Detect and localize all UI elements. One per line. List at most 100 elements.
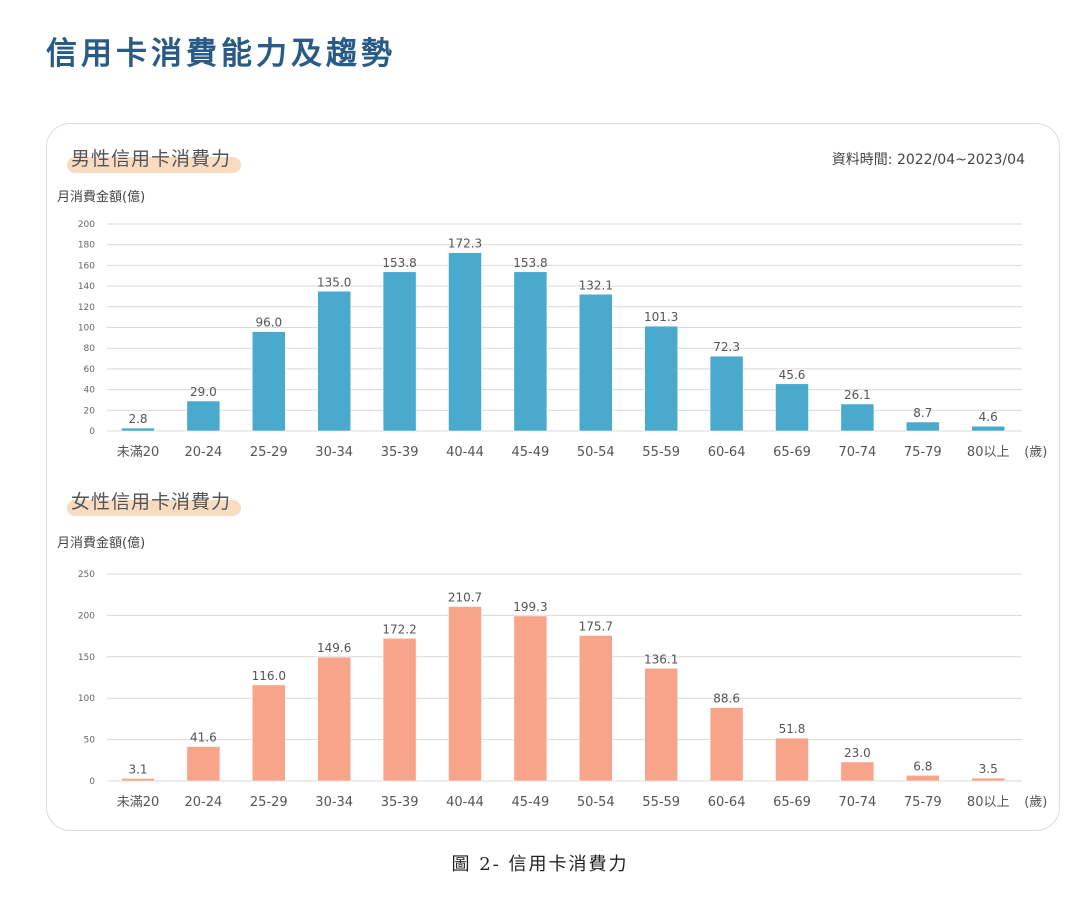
female-x-tick-label: 70-74 [839, 795, 877, 810]
male-bar-value-label: 72.3 [713, 340, 740, 354]
female-bar-value-label: 210.7 [448, 591, 482, 605]
female-bar-value-label: 199.3 [513, 600, 547, 614]
male-y-tick-label: 180 [78, 241, 95, 251]
female-bar [448, 606, 482, 782]
female-x-tick-label: 25-29 [250, 795, 288, 810]
female-y-axis-label: 月消費金額(億) [57, 536, 146, 551]
female-bar-chart: 0 50 100 150 200 250 3.1 未滿20 41.6 20-24 116.0 25-2… [78, 570, 1048, 810]
female-bar-value-label: 88.6 [713, 692, 740, 706]
male-x-unit-label: (歲) [1024, 445, 1047, 460]
female-bar [644, 668, 678, 782]
male-bar [317, 291, 351, 432]
male-x-tick-label: 45-49 [512, 445, 550, 460]
figure-caption: 圖 2- 信用卡消費力 [451, 854, 629, 875]
female-bar-value-label: 41.6 [190, 731, 217, 745]
male-bar [513, 271, 548, 432]
female-x-tick-label: 30-34 [315, 795, 353, 810]
male-bar-chart: 0 20 40 60 80 100 120 140 160 180 200 2.8 未滿20 29.0 20… [78, 220, 1048, 460]
male-bar [121, 427, 155, 432]
male-chart-title: 男性信用卡消費力 [67, 144, 242, 173]
female-bar-value-label: 172.2 [382, 622, 416, 636]
female-bar-value-label: 136.1 [644, 652, 678, 666]
male-bar-value-label: 132.1 [579, 278, 613, 292]
male-bar [382, 271, 417, 432]
male-bar-value-label: 2.8 [128, 412, 147, 426]
female-y-tick-label: 100 [78, 694, 95, 704]
male-y-tick-label: 100 [78, 324, 95, 334]
female-bar [513, 615, 548, 782]
male-bar [840, 403, 875, 432]
male-x-tick-label: 40-44 [446, 445, 484, 460]
female-y-tick-label: 250 [78, 570, 95, 580]
female-bar [775, 737, 809, 782]
female-bar-value-label: 51.8 [779, 722, 806, 736]
male-bar-value-label: 26.1 [844, 388, 871, 402]
male-bar [252, 331, 286, 432]
male-bar [971, 425, 1005, 432]
male-bar-value-label: 153.8 [513, 256, 547, 270]
female-chart-title: 女性信用卡消費力 [67, 487, 242, 516]
male-bar [644, 325, 678, 432]
female-bar [840, 761, 875, 782]
male-y-tick-label: 140 [78, 282, 95, 292]
date-range: 資料時間: 2022/04~2023/04 [831, 152, 1025, 168]
male-bar [448, 252, 482, 432]
female-x-tick-label: 35-39 [381, 795, 419, 810]
female-x-tick-label: 65-69 [773, 795, 811, 810]
female-bar-value-label: 3.5 [979, 762, 998, 776]
male-bar-value-label: 135.0 [317, 275, 351, 289]
male-y-tick-label: 200 [78, 220, 95, 230]
female-x-tick-label: 60-64 [708, 795, 746, 810]
male-y-tick-label: 20 [84, 406, 96, 416]
female-x-unit-label: (歲) [1024, 795, 1047, 810]
male-x-tick-label: 55-59 [642, 445, 680, 460]
female-bar [579, 635, 613, 782]
female-bar [971, 777, 1005, 782]
female-bar [121, 778, 155, 782]
male-y-tick-label: 120 [78, 303, 95, 313]
female-bar-value-label: 3.1 [128, 762, 147, 776]
female-bar-value-label: 23.0 [844, 746, 871, 760]
male-bar-value-label: 101.3 [644, 310, 678, 324]
female-bar [186, 746, 221, 782]
female-x-tick-label: 80以上 [967, 795, 1010, 810]
male-x-tick-label: 75-79 [904, 445, 942, 460]
female-x-tick-label: 20-24 [185, 795, 223, 810]
female-bar [382, 638, 417, 782]
male-x-tick-label: 50-54 [577, 445, 615, 460]
page-title: 信用卡消費能力及趨勢 [46, 36, 396, 72]
male-x-tick-label: 25-29 [250, 445, 288, 460]
male-y-tick-label: 40 [84, 386, 96, 396]
male-bar-value-label: 4.6 [979, 410, 998, 424]
female-x-tick-label: 55-59 [642, 795, 680, 810]
male-y-tick-label: 160 [78, 261, 95, 271]
male-x-tick-label: 30-34 [315, 445, 353, 460]
male-bar [906, 421, 940, 432]
female-bar-value-label: 116.0 [252, 669, 286, 683]
male-x-tick-label: 35-39 [381, 445, 419, 460]
male-x-tick-label: 未滿20 [117, 444, 160, 460]
male-bar-value-label: 172.3 [448, 237, 482, 251]
male-y-tick-label: 80 [84, 344, 96, 354]
female-y-tick-label: 150 [78, 653, 95, 663]
male-x-tick-label: 20-24 [185, 445, 223, 460]
female-bar [906, 775, 940, 782]
female-bar [252, 684, 286, 782]
female-bar-value-label: 149.6 [317, 641, 351, 655]
male-x-tick-label: 70-74 [839, 445, 877, 460]
male-bar-value-label: 96.0 [255, 316, 282, 330]
female-x-tick-label: 45-49 [512, 795, 550, 810]
female-bar [317, 656, 351, 782]
male-x-tick-label: 60-64 [708, 445, 746, 460]
male-bar [775, 383, 809, 432]
male-bar [579, 294, 613, 432]
female-bar-value-label: 6.8 [913, 759, 932, 773]
female-x-tick-label: 未滿20 [117, 794, 160, 810]
male-bar-value-label: 8.7 [913, 406, 932, 420]
female-y-tick-label: 50 [84, 736, 96, 746]
female-bar-value-label: 175.7 [579, 620, 613, 634]
female-y-tick-label: 200 [78, 611, 95, 621]
female-y-tick-label: 0 [89, 777, 95, 787]
female-x-tick-label: 75-79 [904, 795, 942, 810]
male-x-tick-label: 80以上 [967, 445, 1010, 460]
